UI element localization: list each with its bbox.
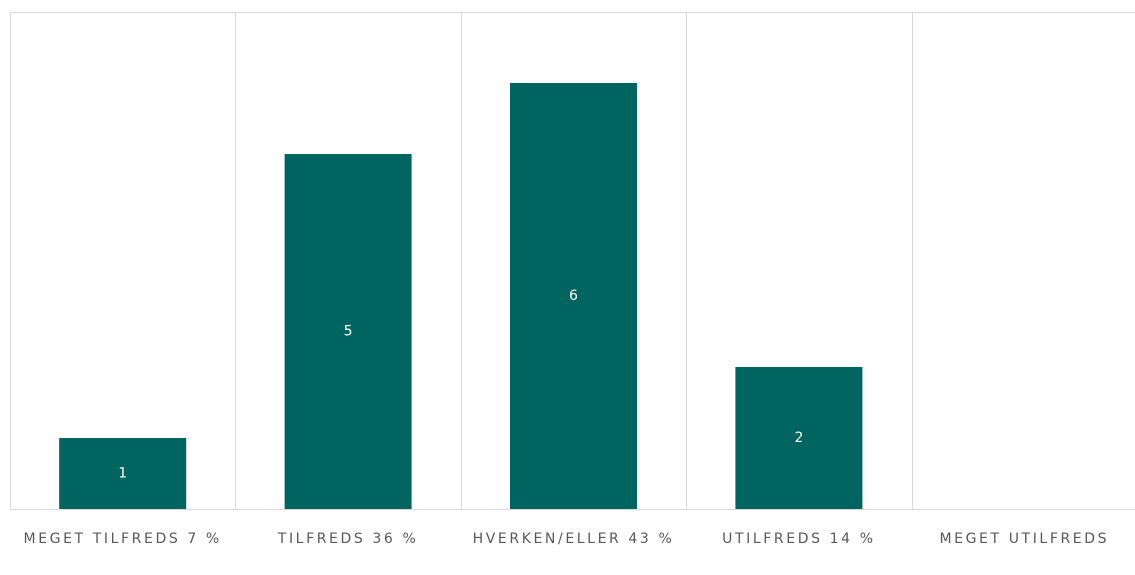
- x-tick-label: MEGET TILFREDS 7 %: [23, 531, 222, 547]
- bar: [510, 83, 637, 509]
- bar: [59, 438, 187, 509]
- x-tick-label: MEGET UTILFREDS: [939, 531, 1110, 547]
- data-label: 6: [569, 288, 578, 304]
- x-tick-label: HVERKEN/ELLER 43 %: [472, 531, 675, 547]
- data-label: 2: [794, 430, 803, 446]
- data-label: 5: [344, 324, 353, 340]
- data-label: 1: [118, 466, 127, 482]
- x-tick-label: TILFREDS 36 %: [277, 531, 419, 547]
- bar: [735, 367, 863, 509]
- x-tick-label: UTILFREDS 14 %: [722, 531, 876, 547]
- bar: [284, 154, 412, 509]
